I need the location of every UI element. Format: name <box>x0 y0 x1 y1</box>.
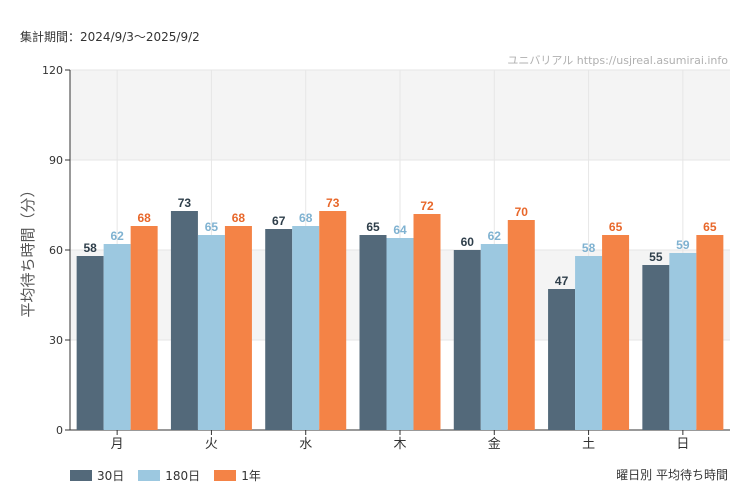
bar-180日-土 <box>575 256 603 430</box>
bar-180日-月 <box>103 244 131 430</box>
bar-1年-日 <box>696 235 724 430</box>
bar-180日-日 <box>669 253 697 430</box>
bar-1年-月 <box>130 226 158 430</box>
bar-180日-水 <box>292 226 320 430</box>
data-label: 70 <box>515 205 529 219</box>
site-credit: ユニバリアル https://usjreal.asumirai.info <box>507 54 728 67</box>
data-label: 65 <box>703 220 717 234</box>
y-tick-label: 60 <box>49 244 63 257</box>
bar-30日-月 <box>76 256 104 430</box>
legend-swatch-180d <box>138 470 161 481</box>
legend: 30日 180日 1年 <box>70 467 261 484</box>
data-label: 65 <box>205 220 219 234</box>
x-tick-label: 日 <box>676 437 689 452</box>
bar-180日-金 <box>480 244 508 430</box>
data-label: 68 <box>232 211 246 225</box>
y-tick-label: 30 <box>49 334 63 347</box>
data-label: 67 <box>272 214 286 228</box>
y-tick-label: 90 <box>49 154 63 167</box>
data-label: 64 <box>393 223 407 237</box>
x-tick-label: 月 <box>111 437 124 452</box>
legend-item-180d[interactable]: 180日 <box>138 467 200 484</box>
bar-30日-金 <box>453 250 481 430</box>
data-label: 55 <box>649 250 663 264</box>
bar-1年-金 <box>507 220 535 430</box>
bar-1年-木 <box>413 214 441 430</box>
bar-30日-土 <box>548 289 576 430</box>
x-tick-label: 木 <box>393 437 406 452</box>
data-label: 58 <box>582 241 596 255</box>
data-label: 62 <box>110 229 124 243</box>
legend-label-1y: 1年 <box>241 469 261 483</box>
chart-subtitle: 曜日別 平均待ち時間 <box>616 468 728 482</box>
x-tick-label: 火 <box>205 437 218 452</box>
y-axis-label: 平均待ち時間（分） <box>19 182 37 317</box>
data-label: 68 <box>137 211 151 225</box>
y-tick-label: 0 <box>56 424 63 437</box>
data-label: 62 <box>488 229 502 243</box>
legend-label-30d: 30日 <box>97 469 125 483</box>
legend-item-1y[interactable]: 1年 <box>214 467 261 484</box>
data-label: 60 <box>461 235 475 249</box>
aggregation-period: 集計期間：2024/9/3～2025/9/2 <box>20 30 200 44</box>
legend-label-180d: 180日 <box>165 469 201 483</box>
bar-1年-水 <box>319 211 347 430</box>
bar-1年-土 <box>602 235 630 430</box>
bar-30日-水 <box>265 229 293 430</box>
legend-swatch-30d <box>70 470 92 481</box>
bar-180日-火 <box>197 235 225 430</box>
bar-30日-火 <box>170 211 198 430</box>
data-label: 68 <box>299 211 313 225</box>
legend-swatch-1y <box>214 470 237 481</box>
x-tick-label: 水 <box>299 437 312 452</box>
data-label: 72 <box>420 199 434 213</box>
data-label: 58 <box>83 241 97 255</box>
x-tick-label: 土 <box>582 437 595 452</box>
data-label: 59 <box>676 238 690 252</box>
data-label: 65 <box>609 220 623 234</box>
bar-180日-木 <box>386 238 414 430</box>
data-label: 47 <box>555 274 569 288</box>
data-label: 65 <box>366 220 380 234</box>
legend-item-30d[interactable]: 30日 <box>70 467 124 484</box>
y-tick-label: 120 <box>42 64 63 77</box>
bar-30日-木 <box>359 235 387 430</box>
x-tick-label: 金 <box>488 436 501 452</box>
data-label: 73 <box>326 196 340 210</box>
bar-30日-日 <box>642 265 670 430</box>
bar-1年-火 <box>224 226 252 430</box>
data-label: 73 <box>178 196 192 210</box>
